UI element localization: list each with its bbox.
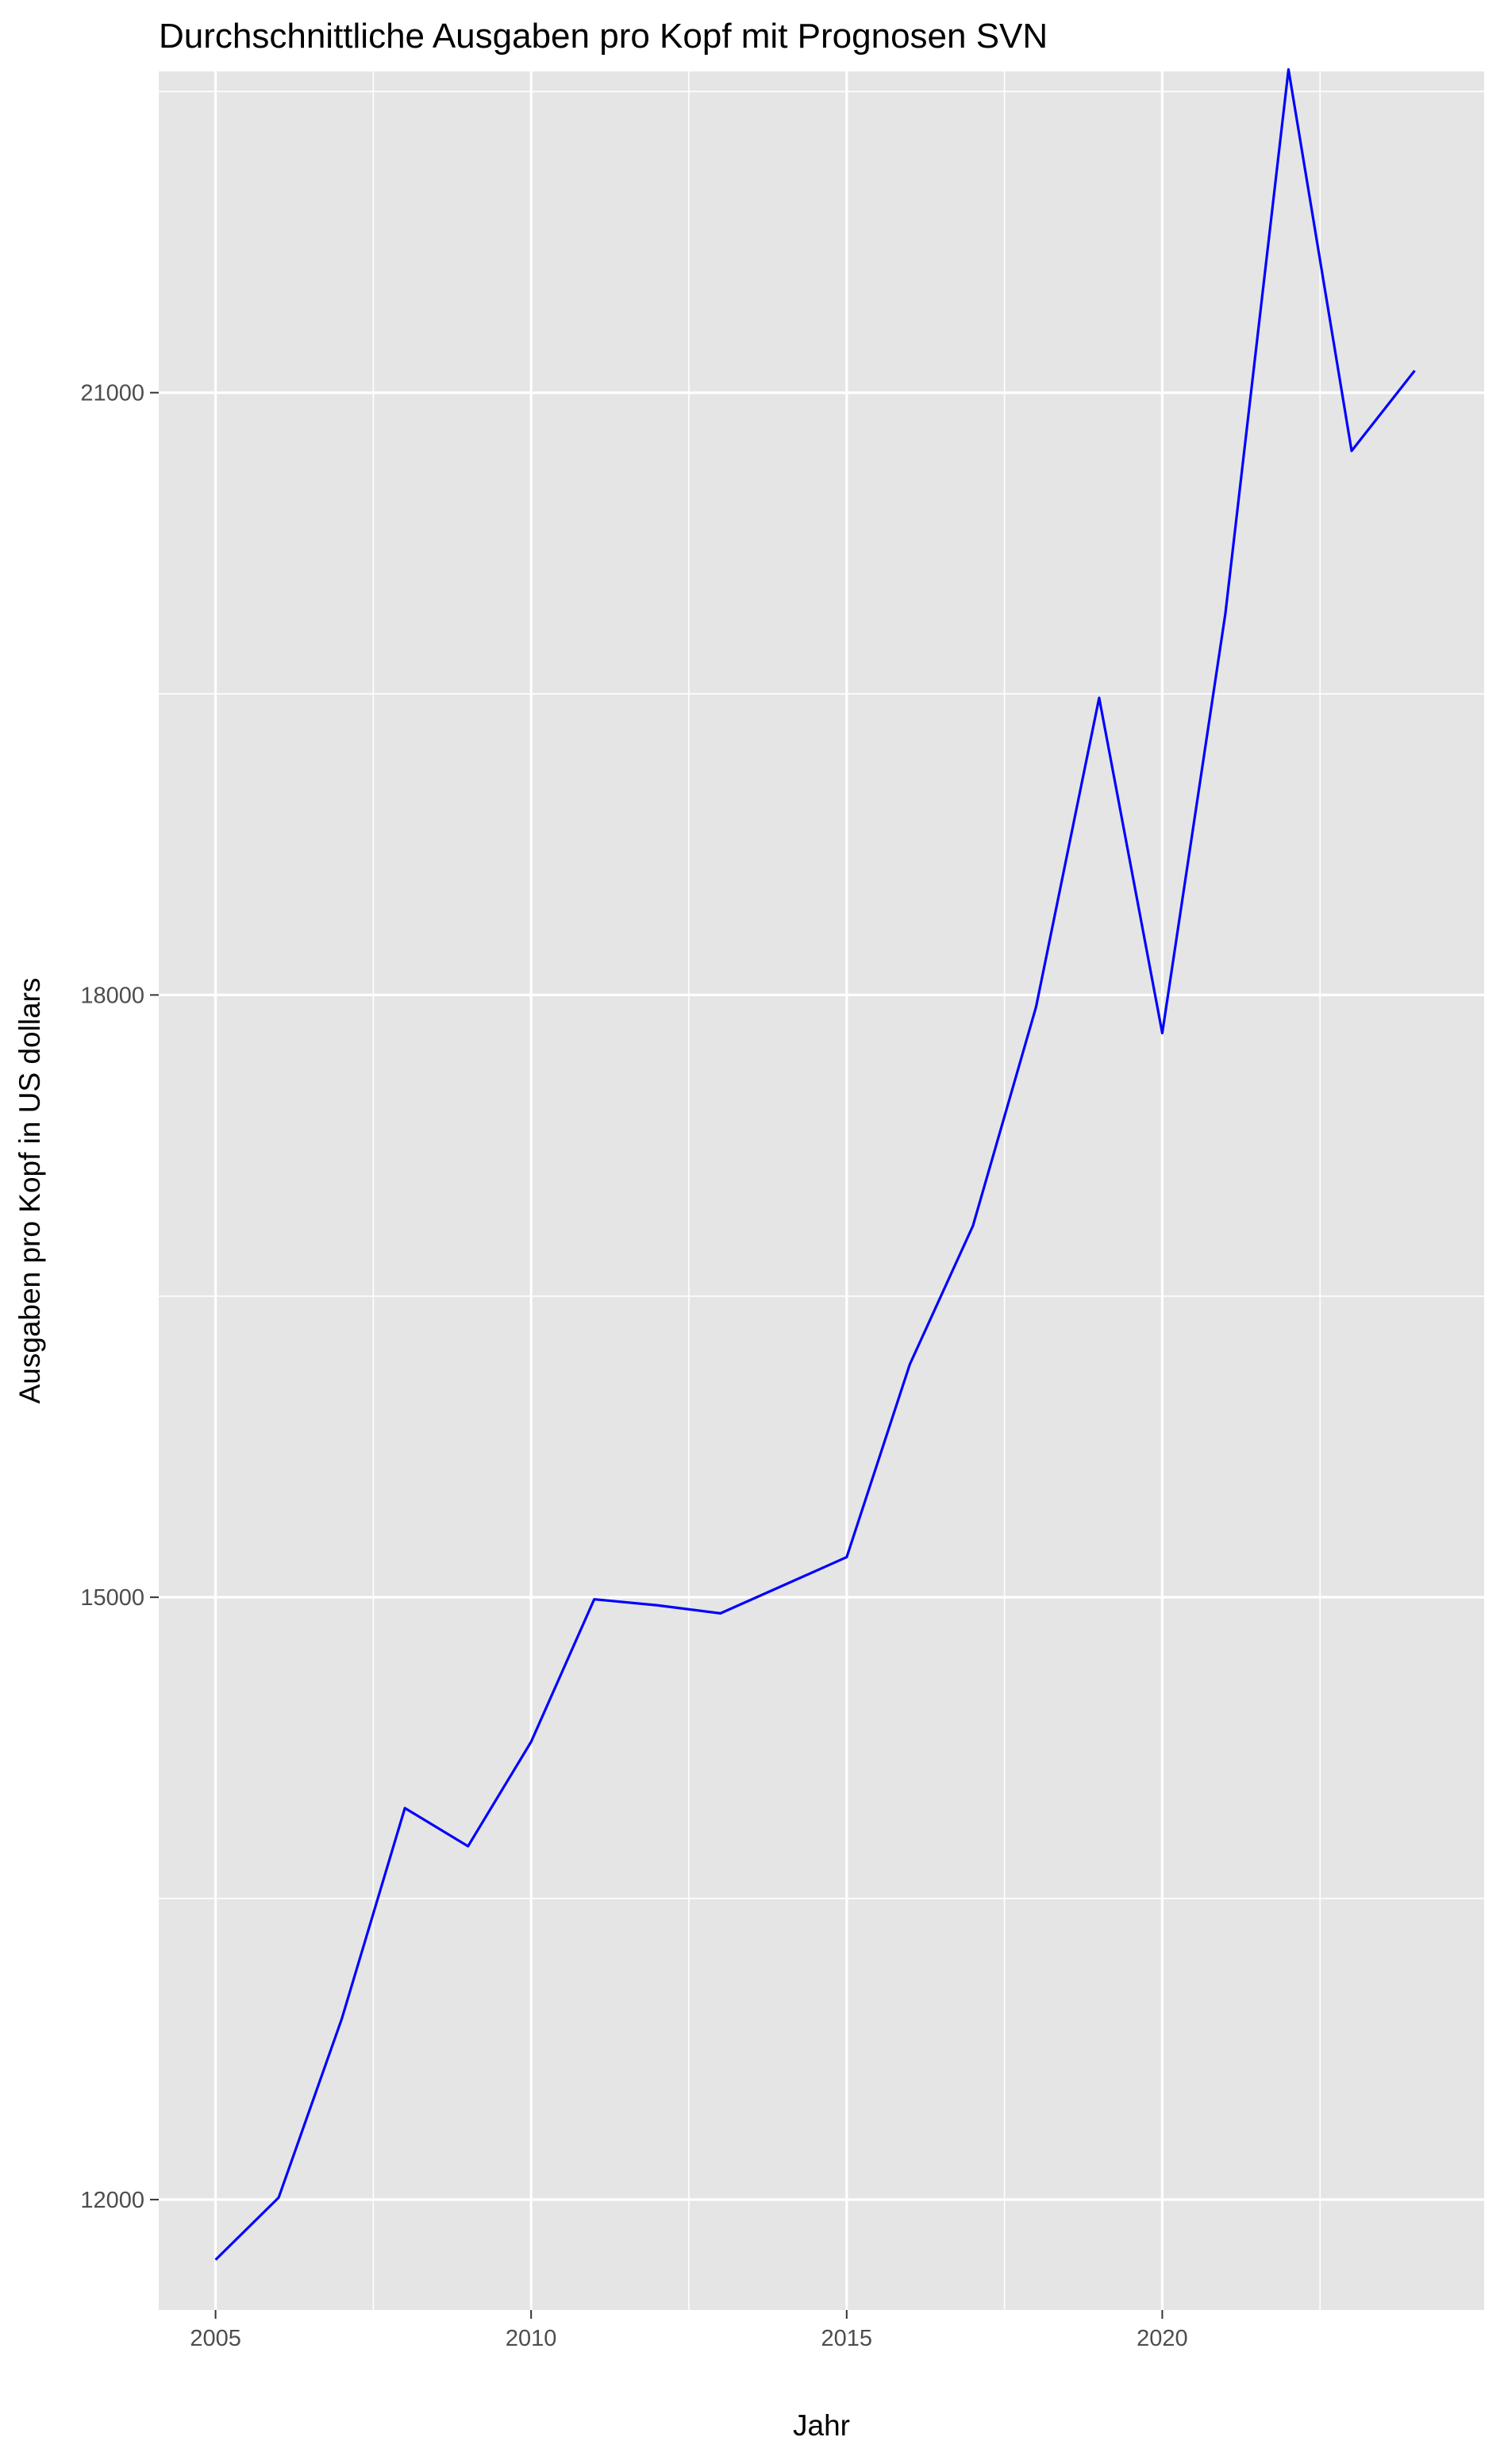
y-tick-label: 15000 [80, 1585, 144, 1611]
x-tick-label: 2020 [1137, 2326, 1188, 2351]
x-tick-label: 2005 [190, 2326, 241, 2351]
x-axis-title: Jahr [793, 2409, 850, 2442]
x-axis: 2005 2010 2015 2020 [190, 2310, 1188, 2351]
y-axis-title: Ausgaben pro Kopf in US dollars [13, 978, 46, 1404]
x-tick-label: 2015 [821, 2326, 873, 2351]
y-tick-label: 18000 [80, 983, 144, 1008]
x-tick-label: 2010 [506, 2326, 557, 2351]
y-tick-label: 21000 [80, 381, 144, 406]
series-layer [214, 67, 1416, 2261]
major-gridlines [159, 71, 1484, 2310]
minor-gridlines [159, 71, 1484, 2310]
y-tick-label: 12000 [80, 2188, 144, 2213]
y-axis: 12000 15000 18000 21000 [80, 381, 159, 2213]
chart-title: Durchschnittliche Ausgaben pro Kopf mit … [159, 17, 1048, 56]
plot-panel [159, 71, 1484, 2310]
series-line [214, 67, 1416, 2261]
